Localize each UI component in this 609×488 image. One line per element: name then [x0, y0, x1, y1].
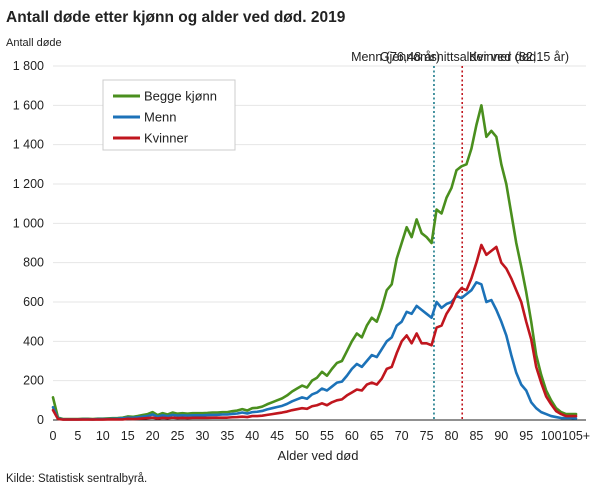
y-tick-labels: 0 200 400 600 800 1 000 1 200 1 400 1 600 1 800 — [13, 59, 44, 427]
x-tick-label: 30 — [195, 429, 209, 443]
series-lines — [51, 104, 578, 421]
x-tick-label: 85 — [469, 429, 483, 443]
annotation-women-average: Kvinner (82,15 år) — [469, 50, 569, 64]
x-tick-label: 100 — [541, 429, 562, 443]
y-tick-label: 0 — [37, 413, 44, 427]
legend-label-menn: Menn — [144, 110, 177, 125]
source-note: Kilde: Statistisk sentralbyrå. — [6, 473, 147, 485]
y-axis-label: Antall døde — [6, 37, 62, 49]
series-line-menn — [51, 281, 578, 421]
y-tick-label: 1 600 — [13, 98, 44, 112]
annotation-heading: Gjennomsnittsalder ved død — [380, 50, 536, 64]
x-tick-label: 65 — [370, 429, 384, 443]
x-tick-label: 40 — [245, 429, 259, 443]
x-tick-label: 70 — [395, 429, 409, 443]
series-line-kvinner — [51, 243, 578, 421]
chart-title: Antall døde etter kjønn og alder ved død… — [6, 9, 346, 26]
x-tick-label: 5 — [74, 429, 81, 443]
x-axis-label: Alder ved død — [278, 448, 359, 463]
x-tick-label: 55 — [320, 429, 334, 443]
x-tick-label: 95 — [519, 429, 533, 443]
y-tick-label: 1 400 — [13, 138, 44, 152]
x-tick-label: 20 — [146, 429, 160, 443]
x-tick-label: 35 — [220, 429, 234, 443]
x-tick-label: 90 — [494, 429, 508, 443]
y-tick-label: 1 200 — [13, 177, 44, 191]
x-tick-label: 75 — [420, 429, 434, 443]
x-tick-label: 45 — [270, 429, 284, 443]
legend: Begge kjønn Menn Kvinner — [102, 79, 236, 151]
y-tick-label: 600 — [23, 295, 44, 309]
x-tick-label: 0 — [50, 429, 57, 443]
x-tick-label: 15 — [121, 429, 135, 443]
x-tick-label: 105+ — [562, 429, 590, 443]
y-tick-label: 1 800 — [13, 59, 44, 73]
x-tick-labels: 0 5 10 15 20 25 30 35 40 45 50 55 60 65 70 75 80 85 90 95 10… — [50, 429, 591, 443]
legend-label-kvinner: Kvinner — [144, 131, 189, 146]
y-tick-label: 200 — [23, 374, 44, 388]
x-tick-label: 80 — [445, 429, 459, 443]
y-tick-label: 800 — [23, 256, 44, 270]
x-tick-label: 25 — [171, 429, 185, 443]
y-tick-label: 1 000 — [13, 216, 44, 230]
y-tick-label: 400 — [23, 334, 44, 348]
legend-label-begge-kj-nn: Begge kjønn — [144, 89, 217, 104]
x-tick-label: 60 — [345, 429, 359, 443]
annotation-men-average: Menn (76,48 år) — [351, 50, 440, 64]
series-line-begge-kj-nn — [51, 104, 578, 421]
x-tick-label: 10 — [96, 429, 110, 443]
x-tick-label: 50 — [295, 429, 309, 443]
average-age-lines — [433, 66, 464, 420]
